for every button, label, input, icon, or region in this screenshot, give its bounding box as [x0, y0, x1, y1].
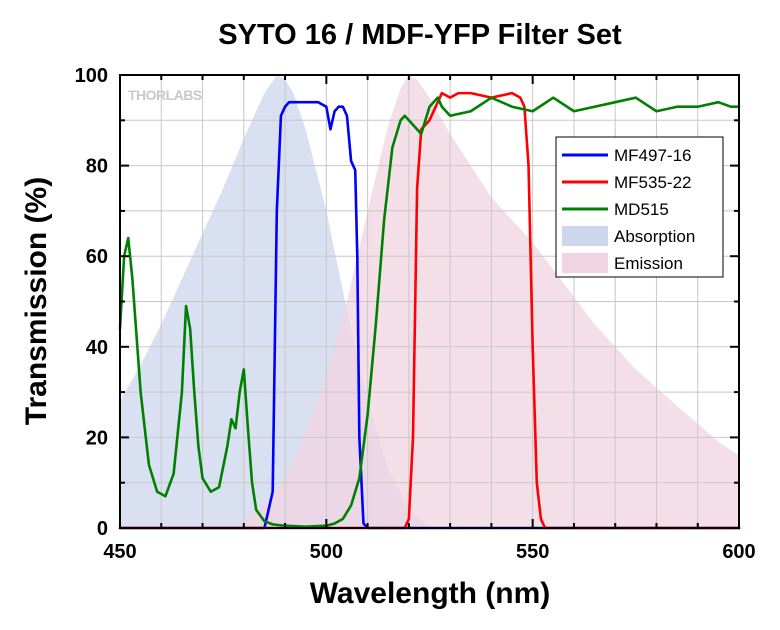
y-tick-label: 0: [97, 518, 108, 540]
y-tick-label: 80: [86, 156, 108, 178]
y-tick-label: 60: [86, 246, 108, 268]
legend-swatch-emission: [562, 253, 608, 273]
axis-ticks: [119, 74, 740, 529]
chart-title: SYTO 16 / MDF-YFP Filter Set: [218, 19, 622, 51]
legend-label-md515: MD515: [614, 200, 669, 219]
thorlabs-watermark: THORLABS: [128, 87, 202, 103]
x-tick-label: 600: [722, 541, 755, 563]
legend-label-mf535-22: MF535-22: [614, 173, 691, 192]
filter-lines: [118, 91, 741, 530]
legend-label-emission: Emission: [614, 254, 683, 273]
y-tick-labels: 0 20 40 60 80 100: [75, 65, 108, 540]
y-tick-label: 40: [86, 337, 108, 359]
x-tick-label: 450: [103, 541, 136, 563]
mf497-16-line: [118, 100, 741, 530]
mf535-22-line: [118, 91, 741, 530]
md515-line: [118, 96, 741, 528]
legend-label-mf497-16: MF497-16: [614, 146, 691, 165]
y-axis-label: Transmission (%): [20, 177, 53, 425]
legend-swatch-absorption: [562, 226, 608, 246]
legend: MF497-16 MF535-22 MD515 Absorption Emission: [555, 136, 724, 278]
x-axis-label: Wavelength (nm): [310, 577, 551, 610]
legend-label-absorption: Absorption: [614, 227, 695, 246]
y-tick-label: 100: [75, 65, 108, 87]
y-tick-label: 20: [86, 427, 108, 449]
x-tick-labels: 450 500 550 600: [103, 541, 755, 563]
x-tick-label: 500: [310, 541, 343, 563]
grid-lines: [120, 75, 739, 528]
x-tick-label: 550: [516, 541, 549, 563]
